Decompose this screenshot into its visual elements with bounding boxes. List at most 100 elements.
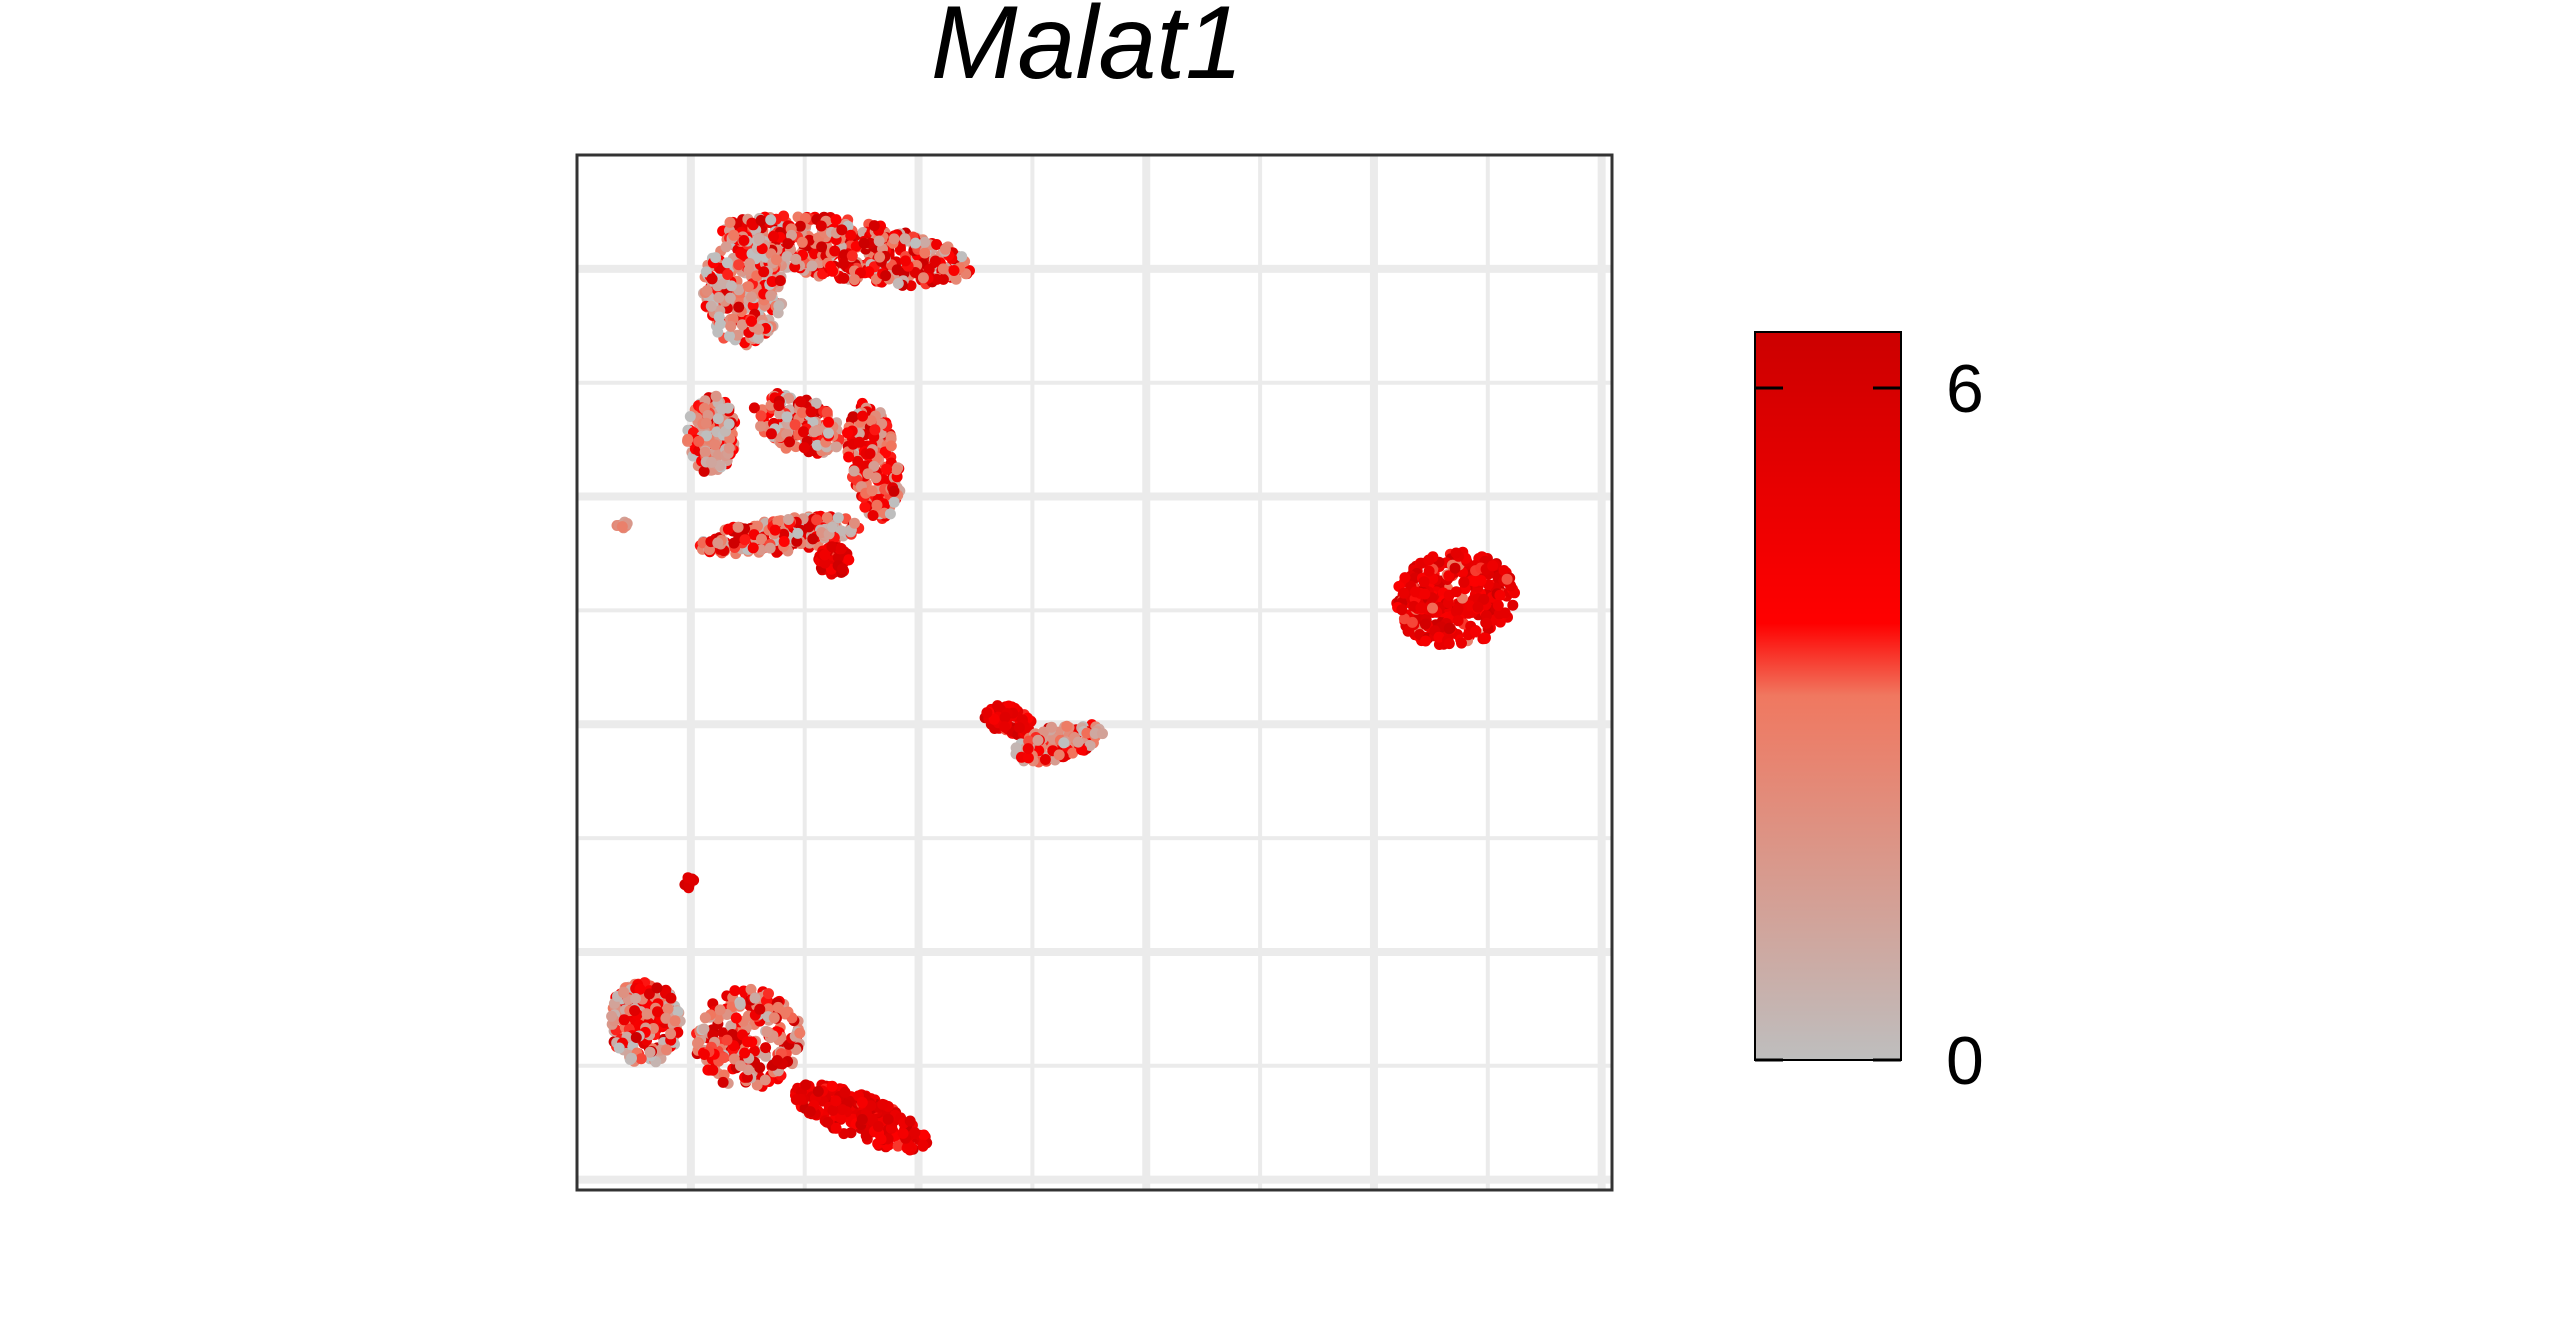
scatter-point — [705, 456, 717, 468]
scatter-point — [939, 243, 951, 255]
scatter-point — [846, 250, 858, 262]
scatter-point — [700, 417, 712, 429]
cluster-bottom-right-tail — [790, 1079, 933, 1156]
cluster-ring-bottom — [694, 510, 865, 560]
scatter-point — [810, 397, 822, 409]
scatter-point — [661, 1044, 672, 1056]
scatter-point — [1480, 617, 1492, 629]
scatter-point — [643, 988, 655, 1000]
scatter-point — [842, 427, 853, 439]
scatter-point — [782, 514, 794, 525]
scatter-point — [782, 238, 794, 250]
scatter-point — [771, 1055, 783, 1066]
scatter-point — [778, 536, 790, 547]
scatter-point — [805, 406, 817, 418]
colorbar-ticks: 60 — [1755, 351, 1984, 1099]
scatter-point — [733, 301, 745, 313]
scatter-point — [707, 1064, 719, 1076]
scatter-point — [857, 410, 869, 422]
scatter-point — [699, 1012, 711, 1024]
scatter-point — [745, 983, 757, 995]
scatter-point — [723, 418, 735, 430]
scatter-point — [752, 332, 764, 344]
scatter-point — [819, 557, 831, 569]
scatter-point — [734, 999, 746, 1010]
scatter-point — [1058, 737, 1070, 749]
scatter-point — [723, 442, 735, 454]
cluster-left-ring-upper — [682, 390, 741, 477]
scatter-point — [725, 1020, 737, 1032]
scatter-point — [781, 411, 793, 423]
scatter-point — [918, 1129, 930, 1141]
scatter-point — [892, 1140, 904, 1152]
scatter-point — [756, 243, 768, 255]
scatter-points — [606, 210, 1520, 1156]
scatter-point — [799, 212, 811, 224]
scatter-point — [830, 1122, 842, 1134]
scatter-point — [819, 549, 831, 561]
scatter-point — [794, 396, 806, 408]
scatter-point — [909, 267, 921, 278]
scatter-point — [698, 1049, 710, 1060]
cluster-bottom-left — [606, 977, 686, 1068]
scatter-point — [859, 501, 871, 513]
scatter-point — [760, 1042, 772, 1054]
cluster-ring-middle — [748, 388, 845, 459]
scatter-point — [662, 1003, 674, 1015]
scatter-point — [1072, 736, 1084, 748]
scatter-point — [830, 214, 842, 226]
scatter-point — [665, 1028, 677, 1040]
scatter-point — [766, 276, 778, 287]
scatter-point — [724, 330, 735, 342]
scatter-point — [1067, 747, 1079, 759]
scatter-point — [1452, 615, 1464, 627]
scatter-point — [618, 987, 629, 999]
scatter-point — [729, 985, 741, 997]
cluster-center-tail — [1010, 719, 1108, 768]
scatter-point — [753, 323, 764, 335]
scatter-point — [1409, 572, 1421, 584]
scatter-point — [1022, 752, 1034, 764]
scatter-point — [937, 263, 949, 275]
scatter-point — [1443, 570, 1455, 582]
scatter-point — [773, 300, 785, 312]
scatter-point — [651, 982, 663, 994]
scatter-point — [1470, 626, 1481, 638]
scatter-point — [692, 1037, 703, 1049]
scatter-point — [838, 258, 850, 270]
scatter-point — [919, 247, 931, 259]
scatter-point — [821, 406, 833, 418]
scatter-point — [1501, 573, 1513, 585]
scatter-point — [739, 534, 751, 546]
scatter-point — [753, 233, 765, 245]
scatter-point — [843, 451, 855, 463]
scatter-point — [765, 290, 777, 302]
scatter-point — [1478, 593, 1490, 605]
scatter-point — [836, 1104, 848, 1116]
scatter-point — [867, 510, 879, 521]
cluster-ring-knob — [813, 541, 855, 580]
scatter-point — [709, 439, 721, 451]
scatter-point — [910, 237, 921, 249]
scatter-point — [1475, 575, 1487, 586]
scatter-point — [1022, 743, 1034, 755]
scatter-point — [826, 521, 838, 533]
scatter-point — [888, 485, 900, 497]
scatter-point — [768, 231, 779, 242]
scatter-point — [826, 1080, 838, 1092]
scatter-point — [768, 1012, 780, 1024]
scatter-point — [839, 1086, 851, 1098]
scatter-point — [722, 523, 734, 535]
scatter-point — [884, 508, 896, 520]
scatter-point — [838, 1128, 850, 1140]
scatter-point — [879, 474, 891, 486]
scatter-point — [701, 430, 712, 442]
scatter-point — [892, 278, 904, 289]
scatter-point — [1398, 587, 1410, 599]
scatter-point — [724, 216, 736, 228]
scatter-point — [735, 1060, 746, 1072]
scatter-point — [904, 1115, 916, 1127]
scatter-point — [796, 236, 808, 248]
scatter-point — [1498, 565, 1510, 576]
scatter-point — [763, 1003, 774, 1015]
